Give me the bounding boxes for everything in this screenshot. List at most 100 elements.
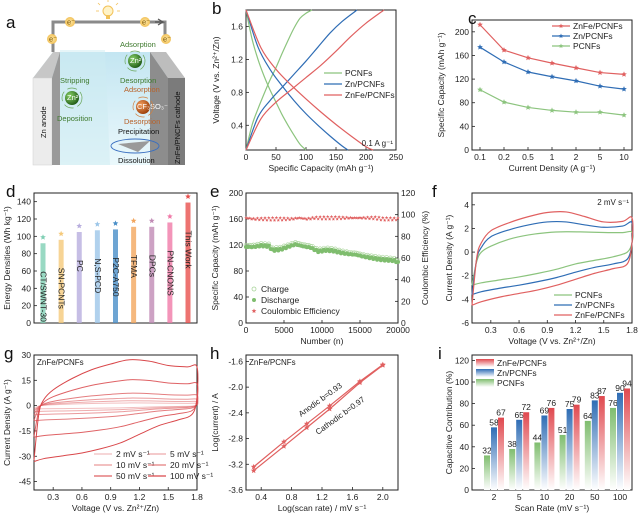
desorption-label-zn: Desorption <box>120 76 156 85</box>
x-tick-label: 0.4 <box>255 492 267 502</box>
bar-value-label: 79 <box>572 395 582 405</box>
data-point <box>477 44 483 50</box>
x-tick-label: 1 <box>550 152 555 162</box>
bar-star-marker <box>167 213 173 219</box>
zn-ion-icon <box>128 54 142 68</box>
y-right-tick-label: 60 <box>401 253 411 263</box>
y-axis-label: Voltage (V vs. Zn²⁺/Zn) <box>211 36 221 123</box>
coulombic-efficiency-point <box>284 218 288 222</box>
data-point <box>379 362 386 368</box>
zn-anode-label: Zn anode <box>39 106 48 138</box>
bar-znfe-pcnfs <box>573 404 580 490</box>
bar-value-label: 94 <box>622 378 632 388</box>
legend-label: ZnFe/PCNFs <box>497 358 547 368</box>
coulombic-efficiency-point <box>263 216 267 220</box>
y-right-tick-label: 80 <box>401 231 411 241</box>
bar-label: SN-PCNTs <box>57 268 67 309</box>
coulombic-efficiency-point <box>253 217 258 222</box>
y-tick-label: 0 <box>26 401 31 411</box>
bar-label: PC <box>75 260 85 272</box>
bar-value-label: 51 <box>558 425 568 435</box>
x-tick-label: 0.5 <box>522 152 534 162</box>
bar-label: N,S-PCD <box>93 258 103 293</box>
y-tick-label: 100 <box>455 377 469 387</box>
bar-pcnfs <box>509 448 516 490</box>
x-tick-label: 1.6 <box>346 492 358 502</box>
coulombic-efficiency-point <box>267 215 271 220</box>
anion-label: CF₃SO₃⁻ <box>137 102 168 111</box>
coulombic-efficiency-point <box>301 216 305 221</box>
zn-ion-label: Zn²⁺ <box>67 93 82 102</box>
data-point <box>250 463 257 470</box>
y-tick-label: 1.6 <box>231 21 243 31</box>
x-tick-label: 1.2 <box>134 492 146 502</box>
y-tick-label: -4 <box>461 294 469 304</box>
data-point <box>250 467 257 474</box>
x-tick-label: 20 <box>565 492 575 502</box>
zn-ion-icon <box>65 91 79 105</box>
y-tick-label: -2.4 <box>228 408 243 418</box>
zn-ion-label: Zn²⁺ <box>130 56 145 65</box>
data-point <box>573 77 579 84</box>
bar-label: TFMA <box>129 255 139 278</box>
coulombic-efficiency-point <box>324 217 328 221</box>
coulombic-efficiency-point <box>367 217 372 221</box>
y-tick-label: 80 <box>460 98 470 108</box>
svg-text:e⁻: e⁻ <box>49 35 57 44</box>
panel-b-gcd-curves: b 0.4 0.8 1.2 1.6 0 50 100 150 200 250 Specific Cap… <box>211 0 403 173</box>
separator <box>60 50 110 165</box>
coulombic-efficiency-point <box>384 215 389 220</box>
bar-value-label: 65 <box>514 410 524 420</box>
adsorption-label-anion: Adsorption <box>124 85 160 94</box>
x-tick-label: 20000 <box>386 325 410 335</box>
discharge-point <box>396 260 400 265</box>
legend-label: 5 mV s⁻¹ <box>170 449 204 459</box>
x-tick-label: 1.8 <box>626 325 638 335</box>
bar-label: This Work <box>184 231 194 270</box>
coulombic-efficiency-point <box>314 215 319 219</box>
bar-pn-cnons <box>167 222 173 323</box>
bar-zn-pcnfs <box>617 392 623 490</box>
y-tick-label: 40 <box>460 121 470 131</box>
cv-curve-50-mv <box>33 379 199 438</box>
coulombic-efficiency-point <box>276 218 281 222</box>
bar-star-marker <box>94 221 101 227</box>
x-tick-label: 1.8 <box>191 492 203 502</box>
bar-dpcs <box>149 226 155 323</box>
bar-value-label: 75 <box>565 399 575 409</box>
x-axis-label: Number (n) <box>301 336 344 346</box>
legend-swatch <box>476 359 494 367</box>
bar-star-marker <box>40 234 46 240</box>
y-tick-label: 140 <box>17 197 31 207</box>
data-point <box>501 58 507 65</box>
data-point <box>477 21 483 28</box>
data-point <box>597 83 603 89</box>
y-tick-label: 0.8 <box>231 87 243 97</box>
coulombic-efficiency-point <box>377 215 381 219</box>
x-tick-label: 5 <box>517 492 522 502</box>
current-density-annotation: 0.1 A g⁻¹ <box>362 139 394 148</box>
coulombic-efficiency-point <box>329 214 334 219</box>
y-tick-label: 80 <box>460 399 470 409</box>
charge-curve-zn-pcnfs <box>245 9 358 151</box>
precipitation-cycle-icon <box>110 138 160 154</box>
data-point <box>573 64 579 71</box>
x-tick-label: 5000 <box>275 325 294 335</box>
cycle-arrow-icon <box>132 96 154 118</box>
x-axis-label: Current Density (A g⁻¹) <box>509 163 596 173</box>
y-right-tick-label: 0 <box>401 318 406 328</box>
coulombic-efficiency-point <box>360 216 364 220</box>
coulombic-efficiency-point <box>278 215 282 220</box>
data-point <box>549 60 555 66</box>
bar-star-marker <box>185 193 191 199</box>
coulombic-efficiency-point <box>339 217 343 221</box>
y-tick-label: 0 <box>464 247 469 257</box>
y-tick-label: 60 <box>460 420 470 430</box>
data-point <box>501 99 507 105</box>
coulombic-efficiency-point <box>295 216 300 220</box>
panel-label-c: c <box>468 9 477 28</box>
series-line-zn-pcnfs <box>479 46 625 90</box>
y-tick-label: -30 <box>19 451 32 461</box>
bar-value-label: 38 <box>507 439 517 449</box>
